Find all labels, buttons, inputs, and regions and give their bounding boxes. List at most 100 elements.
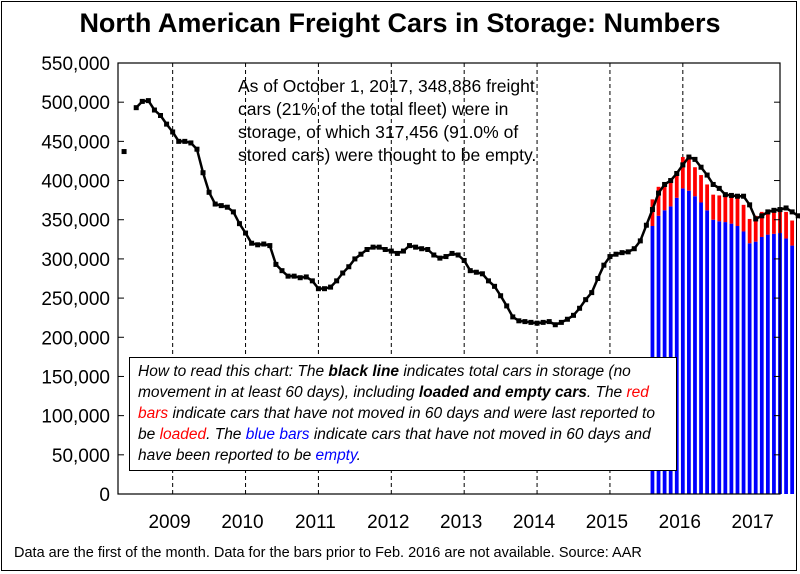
total-point <box>540 319 546 325</box>
y-tick-label: 150,000 <box>41 367 110 388</box>
empty-bar <box>656 215 661 495</box>
total-point <box>741 193 747 199</box>
total-point <box>212 201 218 207</box>
empty-bar <box>729 223 734 495</box>
x-year-label: 2012 <box>367 512 409 533</box>
total-point <box>455 252 461 258</box>
loaded-bar <box>668 180 673 207</box>
empty-bar <box>765 234 770 494</box>
total-point <box>230 209 236 215</box>
total-point <box>388 248 394 254</box>
y-tick-label: 350,000 <box>41 211 110 232</box>
total-point <box>376 244 382 250</box>
total-point <box>589 290 595 296</box>
note-loaded-empty: loaded and empty cars <box>418 384 587 401</box>
x-year-label: 2016 <box>659 512 701 533</box>
total-point <box>795 213 800 219</box>
total-point <box>516 318 522 324</box>
total-point <box>273 261 279 267</box>
loaded-bar <box>723 196 728 223</box>
total-point <box>631 246 637 252</box>
loaded-bar <box>784 211 788 239</box>
empty-bar <box>662 210 667 494</box>
total-point <box>583 297 589 303</box>
total-point <box>498 293 504 299</box>
total-point <box>315 286 321 292</box>
total-point <box>158 113 164 119</box>
note-blue-bars: blue bars <box>245 426 310 443</box>
total-point <box>564 316 570 322</box>
total-point <box>218 203 224 209</box>
total-point <box>364 247 370 253</box>
total-point <box>643 222 649 228</box>
x-year-label: 2014 <box>513 512 556 533</box>
total-point <box>504 303 510 309</box>
total-point <box>176 138 182 144</box>
total-point <box>479 271 485 277</box>
note-text: . <box>356 447 361 464</box>
total-point <box>400 248 406 254</box>
note-loaded-word: loaded <box>159 426 207 443</box>
total-point <box>419 246 425 252</box>
total-point <box>485 278 491 284</box>
total-point <box>194 146 200 152</box>
x-year-label: 2015 <box>586 512 628 533</box>
empty-bar <box>687 190 691 494</box>
total-point <box>492 283 498 289</box>
empty-bar <box>693 196 697 494</box>
total-point <box>473 269 479 275</box>
loaded-bar <box>662 184 667 211</box>
empty-bar <box>741 231 746 494</box>
loaded-bar <box>765 210 770 235</box>
total-point <box>188 140 194 146</box>
note-text: . The <box>586 384 627 401</box>
total-point <box>352 256 358 262</box>
total-point <box>443 254 449 260</box>
total-point <box>467 268 473 274</box>
loaded-bar <box>772 209 776 234</box>
note-text: . The <box>206 426 246 443</box>
total-point <box>710 181 716 187</box>
total-point <box>340 270 346 276</box>
loaded-bar <box>705 184 710 211</box>
loaded-bar <box>680 157 685 189</box>
loaded-bar <box>687 159 691 191</box>
empty-bar <box>705 210 710 494</box>
y-tick-label: 50,000 <box>52 446 110 467</box>
callout-line: As of October 1, 2017, 348,886 freight <box>238 76 535 96</box>
loaded-bar <box>693 167 697 197</box>
total-point <box>716 185 722 191</box>
loaded-bar <box>747 218 752 244</box>
x-year-label: 2011 <box>295 512 336 533</box>
y-tick-label: 0 <box>99 485 110 506</box>
note-black-line: black line <box>328 363 400 380</box>
total-point <box>649 207 655 213</box>
total-point <box>534 320 540 326</box>
total-point <box>662 181 668 187</box>
total-point <box>334 278 340 284</box>
total-point <box>728 192 734 198</box>
total-point <box>759 213 765 219</box>
total-point <box>151 107 157 113</box>
chart-title: North American Freight Cars in Storage: … <box>79 8 721 38</box>
loaded-bar <box>729 196 734 224</box>
y-tick-label: 100,000 <box>41 407 110 428</box>
empty-bar <box>717 221 722 494</box>
total-point <box>139 98 145 104</box>
note-text: indicates total cars in storage (no move… <box>138 363 631 401</box>
x-year-label: 2017 <box>732 512 774 533</box>
y-tick-label: 400,000 <box>41 172 110 193</box>
plot-area-border <box>117 62 781 495</box>
total-point <box>722 192 728 198</box>
total-point <box>291 273 297 279</box>
total-point <box>558 319 564 325</box>
loaded-bar <box>717 195 722 222</box>
empty-bar <box>759 236 764 494</box>
total-point <box>571 312 577 318</box>
total-point <box>145 98 151 104</box>
total-point <box>595 276 601 281</box>
empty-bar <box>747 243 752 494</box>
total-point <box>734 193 740 199</box>
note-text: indicate cars that have not moved in 60 … <box>138 405 655 443</box>
loaded-bar <box>790 220 795 246</box>
